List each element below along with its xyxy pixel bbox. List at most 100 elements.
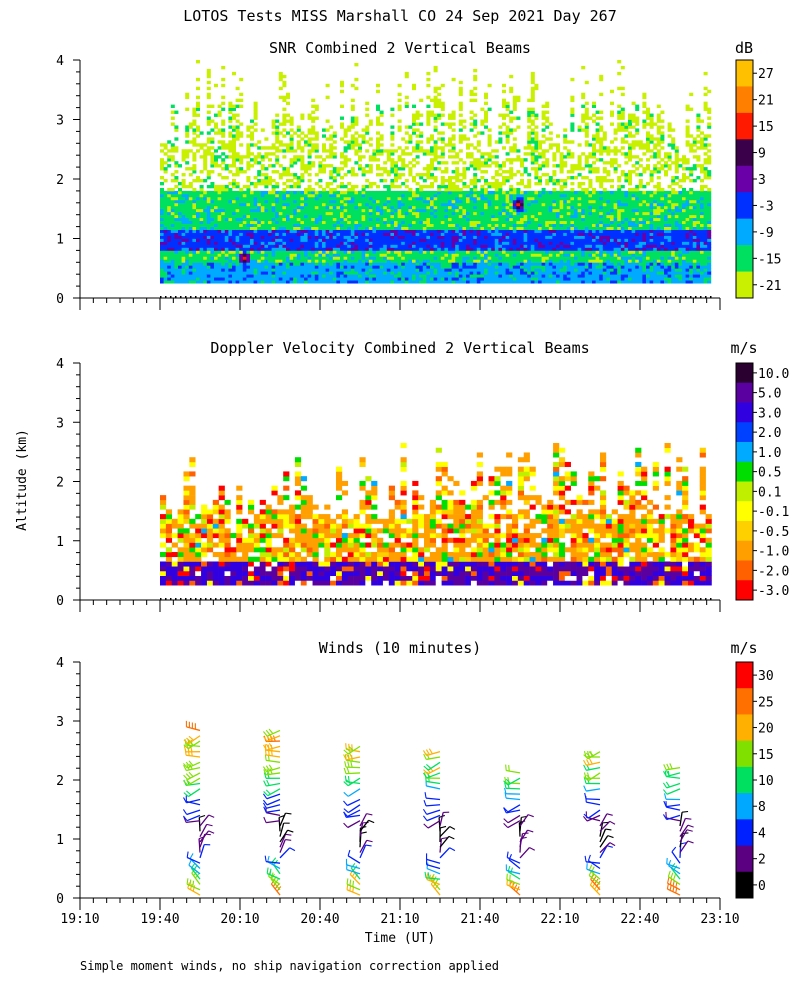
snr-cell xyxy=(570,256,575,260)
snr-cell xyxy=(505,250,510,254)
snr-cell xyxy=(390,250,395,254)
snr-cell xyxy=(480,107,485,111)
snr-cell xyxy=(260,253,265,257)
snr-cell xyxy=(311,190,316,195)
snr-cell xyxy=(322,274,326,278)
snr-cell xyxy=(257,179,262,183)
snr-cell xyxy=(473,190,478,195)
snr-cell xyxy=(304,271,308,275)
snr-cell xyxy=(325,256,330,260)
snr-cell xyxy=(509,131,514,135)
snr-cell xyxy=(372,220,377,225)
snr-cell xyxy=(444,259,449,263)
snr-cell xyxy=(214,268,218,272)
snr-cell xyxy=(376,173,380,177)
snr-cell xyxy=(512,95,517,100)
snr-cell xyxy=(368,262,373,266)
snr-cell xyxy=(188,205,193,210)
snr-cell xyxy=(167,217,172,222)
snr-cell xyxy=(203,155,208,159)
snr-cell xyxy=(516,253,521,257)
snr-cell xyxy=(563,259,568,263)
snr-cell xyxy=(304,167,308,171)
snr-cell xyxy=(394,170,398,174)
snr-cell xyxy=(250,208,254,213)
snr-cell xyxy=(473,262,478,266)
snr-cell xyxy=(548,131,553,135)
snr-cell xyxy=(469,211,474,216)
snr-cell xyxy=(336,256,341,260)
snr-cell xyxy=(174,164,179,168)
snr-cell xyxy=(174,214,179,219)
snr-cell xyxy=(174,211,179,216)
snr-cell xyxy=(242,259,247,263)
snr-cell xyxy=(160,247,164,251)
snr-cell xyxy=(394,149,398,153)
snr-cell xyxy=(214,131,218,135)
snr-cell xyxy=(534,244,539,248)
snr-cell xyxy=(520,271,524,275)
snr-cell xyxy=(170,110,175,114)
snr-cell xyxy=(430,161,434,165)
snr-cell xyxy=(354,277,359,281)
snr-cell xyxy=(354,229,359,233)
snr-cell xyxy=(484,241,488,245)
snr-cell xyxy=(361,137,366,141)
snr-cell xyxy=(566,176,571,180)
snr-cell xyxy=(304,214,308,219)
snr-cell xyxy=(347,125,352,129)
snr-cell xyxy=(253,155,258,159)
snr-cell xyxy=(271,122,276,126)
snr-cell xyxy=(340,137,344,141)
snr-cell xyxy=(386,229,391,233)
snr-cell xyxy=(221,122,226,126)
snr-cell xyxy=(293,244,298,248)
snr-cell xyxy=(563,256,568,260)
snr-cell xyxy=(559,232,564,236)
snr-cell xyxy=(314,223,319,227)
snr-cell xyxy=(178,238,182,242)
snr-cell xyxy=(221,134,226,138)
snr-cell xyxy=(307,229,312,233)
snr-cell xyxy=(199,143,204,147)
snr-cell xyxy=(221,158,226,162)
snr-cell xyxy=(556,268,560,272)
snr-cell xyxy=(304,202,308,207)
snr-cell xyxy=(376,241,380,245)
snr-cell xyxy=(462,119,467,123)
snr-cell xyxy=(469,98,474,103)
snr-cell xyxy=(160,158,164,162)
snr-cell xyxy=(552,244,557,248)
snr-cell xyxy=(264,238,269,242)
snr-cell xyxy=(214,217,218,222)
snr-cell xyxy=(433,128,438,132)
snr-cell xyxy=(372,250,377,254)
snr-cell xyxy=(167,280,172,284)
snr-cell xyxy=(329,277,334,281)
snr-cell xyxy=(448,202,452,207)
snr-cell xyxy=(286,205,290,210)
snr-cell xyxy=(257,253,262,257)
snr-cell xyxy=(487,277,492,281)
snr-cell xyxy=(365,241,370,245)
snr-cell xyxy=(534,250,539,254)
snr-cell xyxy=(498,187,503,192)
snr-cell xyxy=(307,116,312,120)
snr-cell xyxy=(484,271,488,275)
snr-cell xyxy=(185,277,190,281)
snr-cell xyxy=(548,217,553,222)
snr-cell xyxy=(516,226,521,230)
snr-cell xyxy=(426,176,431,180)
snr-cell xyxy=(476,223,481,227)
snr-cell xyxy=(473,250,478,254)
snr-cell xyxy=(563,193,568,198)
snr-cell xyxy=(214,202,218,207)
snr-cell xyxy=(358,262,362,266)
snr-cell xyxy=(282,155,287,159)
snr-cell xyxy=(188,140,193,144)
snr-cell xyxy=(556,241,560,245)
snr-cell xyxy=(246,149,251,153)
snr-cell xyxy=(228,253,233,257)
snr-cell xyxy=(192,220,197,225)
snr-cell xyxy=(487,262,492,266)
